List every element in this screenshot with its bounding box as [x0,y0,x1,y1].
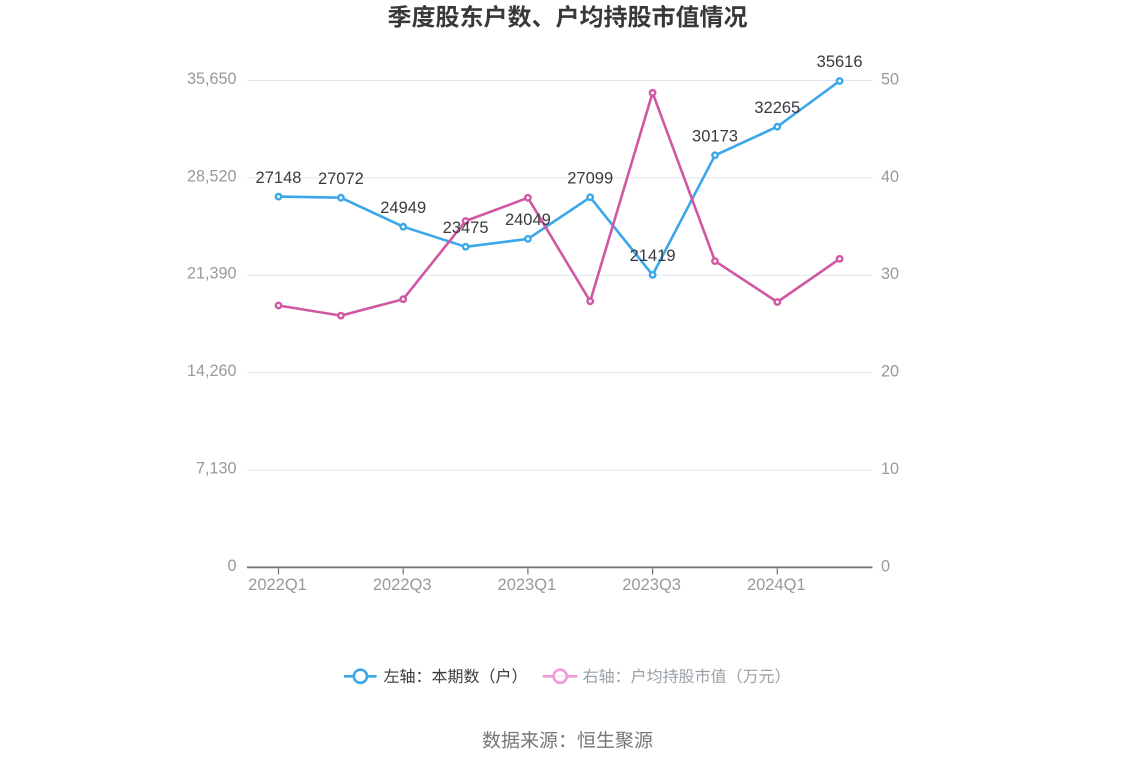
svg-text:20: 20 [881,363,899,381]
svg-text:24949: 24949 [380,199,426,217]
svg-text:2024Q1: 2024Q1 [747,576,806,594]
svg-text:27148: 27148 [256,169,302,187]
svg-text:21,390: 21,390 [187,265,237,283]
svg-text:10: 10 [881,460,899,478]
svg-text:28,520: 28,520 [187,167,237,185]
svg-text:14,260: 14,260 [187,362,237,380]
svg-text:30173: 30173 [692,128,738,146]
svg-text:23475: 23475 [443,219,489,237]
svg-text:0: 0 [881,557,890,575]
svg-text:30: 30 [881,265,899,283]
svg-text:50: 50 [881,70,899,88]
svg-text:35,650: 35,650 [187,70,237,88]
svg-text:27099: 27099 [567,170,613,188]
svg-text:21419: 21419 [630,247,676,265]
svg-text:2022Q1: 2022Q1 [248,576,307,594]
svg-text:2023Q1: 2023Q1 [498,576,557,594]
svg-text:2022Q3: 2022Q3 [373,576,432,594]
svg-text:7,130: 7,130 [196,459,237,477]
svg-text:40: 40 [881,168,899,186]
svg-text:32265: 32265 [754,99,800,117]
svg-text:2023Q3: 2023Q3 [622,576,681,594]
svg-text:27072: 27072 [318,170,364,188]
svg-text:0: 0 [227,557,236,575]
svg-text:24049: 24049 [505,211,551,229]
svg-text:35616: 35616 [817,53,863,71]
